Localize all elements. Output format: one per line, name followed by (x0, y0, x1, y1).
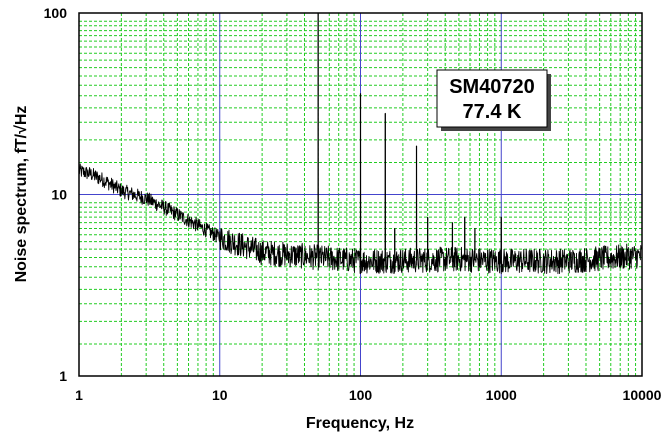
y-tick-labels: 1 10 100 (44, 5, 68, 384)
y-tick-label: 100 (44, 5, 68, 21)
annotation-temperature: 77.4 K (463, 101, 522, 123)
plot-frame (78, 12, 643, 377)
x-tick-label: 10000 (623, 387, 662, 403)
x-tick-label: 10 (212, 387, 228, 403)
x-tick-label: 1000 (486, 387, 517, 403)
y-tick-label: 10 (51, 187, 67, 203)
y-axis-title: Noise spectrum, fT/√Hz (13, 106, 30, 283)
annotation-sample-id: SM40720 (449, 76, 535, 98)
noise-trace (78, 12, 643, 275)
x-axis-title: Frequency, Hz (306, 415, 414, 432)
x-tick-label: 100 (349, 387, 373, 403)
y-tick-label: 1 (59, 368, 67, 384)
annotation-box: SM40720 77.4 K (436, 69, 551, 131)
noise-series (78, 12, 643, 275)
x-tick-labels: 1 10 100 1000 10000 (75, 387, 662, 403)
x-tick-label: 1 (75, 387, 83, 403)
